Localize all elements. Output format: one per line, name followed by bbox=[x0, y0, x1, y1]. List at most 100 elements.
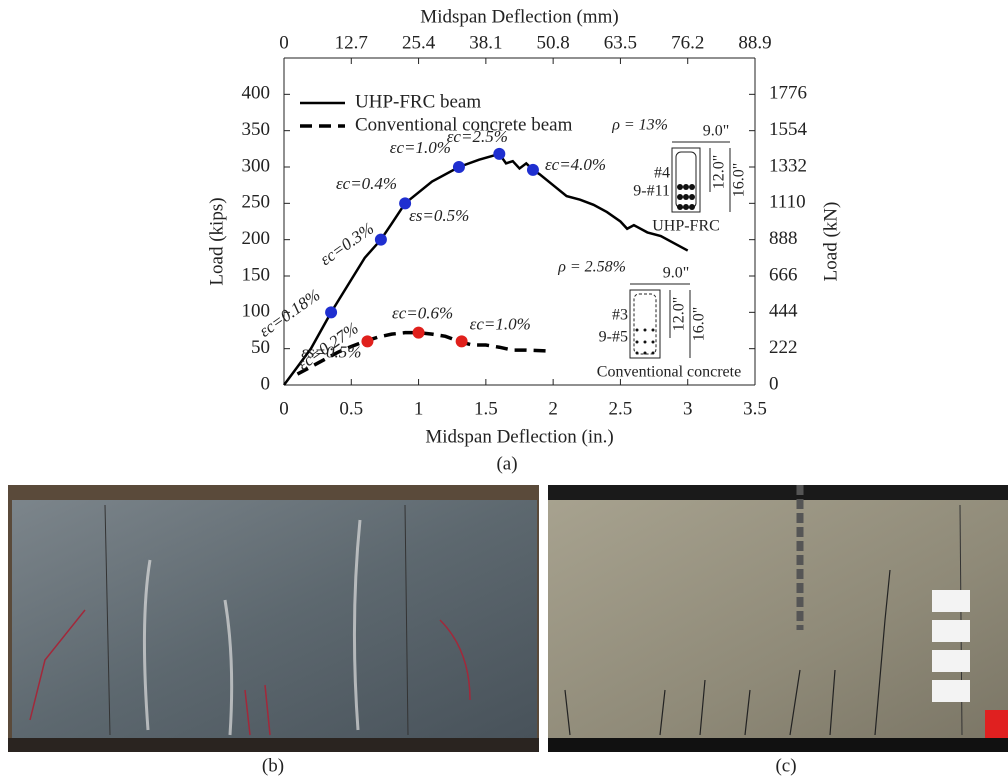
y-tick-label: 350 bbox=[242, 119, 271, 140]
x2-tick-label: 63.5 bbox=[604, 32, 637, 53]
y2-tick-label: 444 bbox=[769, 301, 798, 322]
y2-tick-label: 1776 bbox=[769, 83, 807, 104]
y2-tick-label: 0 bbox=[769, 373, 779, 394]
rebar bbox=[683, 194, 689, 200]
rebar bbox=[651, 340, 655, 344]
rebar bbox=[683, 204, 689, 210]
rebar bbox=[651, 328, 655, 332]
rebar bbox=[689, 194, 695, 200]
rebar bbox=[643, 351, 647, 355]
photo-b bbox=[8, 485, 539, 752]
series-line bbox=[282, 152, 689, 386]
inset-name: Conventional concrete bbox=[597, 364, 741, 381]
y-tick-label: 250 bbox=[242, 192, 271, 213]
x2-tick-label: 0 bbox=[279, 32, 289, 53]
y2-tick-label: 1110 bbox=[769, 192, 806, 213]
rebar bbox=[635, 351, 639, 355]
rebar bbox=[651, 351, 655, 355]
y-tick-label: 100 bbox=[242, 301, 271, 322]
inset-height: 16.0" bbox=[691, 307, 708, 342]
marker bbox=[452, 161, 465, 173]
y-tick-label: 400 bbox=[242, 83, 271, 104]
marker bbox=[399, 197, 412, 210]
annotation: εc=2.5% bbox=[447, 127, 508, 146]
annotation: εc=4.0% bbox=[545, 155, 606, 174]
y2-axis-title: Load (kN) bbox=[820, 202, 841, 282]
x2-tick-label: 12.7 bbox=[335, 32, 368, 53]
inset-stirrup: #4 bbox=[654, 165, 670, 182]
x-tick-label: 2.5 bbox=[609, 398, 633, 419]
x-tick-label: 3.5 bbox=[743, 398, 767, 419]
x2-tick-label: 50.8 bbox=[537, 32, 570, 53]
marker bbox=[361, 335, 374, 348]
x-tick-label: 3 bbox=[683, 398, 693, 419]
inset-depth: 12.0" bbox=[671, 297, 688, 332]
x-axis-title: Midspan Deflection (in.) bbox=[425, 426, 613, 447]
legend-label: UHP-FRC beam bbox=[355, 91, 481, 112]
x2-tick-label: 76.2 bbox=[671, 32, 704, 53]
y2-tick-label: 666 bbox=[769, 264, 798, 285]
inset-ratio: ρ = 13% bbox=[611, 117, 668, 134]
marker bbox=[526, 163, 539, 176]
inset-name: UHP-FRC bbox=[652, 218, 720, 235]
y-tick-label: 200 bbox=[242, 228, 271, 249]
annotation: εc=0.3% bbox=[316, 219, 377, 270]
inset-bars: 9-#5 bbox=[599, 329, 628, 346]
rebar bbox=[677, 194, 683, 200]
y2-tick-label: 1332 bbox=[769, 155, 807, 176]
rebar bbox=[643, 328, 647, 332]
caption: (b) bbox=[262, 755, 284, 776]
annotation: εc=0.6% bbox=[392, 304, 453, 323]
section-outline bbox=[629, 289, 661, 359]
photo-c bbox=[548, 485, 1008, 752]
inset-width: 9.0" bbox=[663, 265, 690, 282]
marker bbox=[412, 326, 425, 339]
rebar bbox=[677, 184, 683, 190]
marker bbox=[374, 233, 387, 246]
inset-width: 9.0" bbox=[703, 123, 730, 140]
y-tick-label: 50 bbox=[251, 337, 270, 358]
rebar bbox=[635, 340, 639, 344]
annotation: εs=0.5% bbox=[301, 342, 361, 361]
marker bbox=[493, 147, 506, 160]
rebar bbox=[689, 184, 695, 190]
inset-height: 16.0" bbox=[731, 163, 748, 198]
rebar bbox=[683, 184, 689, 190]
y2-tick-label: 1554 bbox=[769, 119, 808, 140]
y-tick-label: 300 bbox=[242, 155, 271, 176]
y-tick-label: 0 bbox=[261, 373, 271, 394]
x2-axis-title: Midspan Deflection (mm) bbox=[420, 6, 618, 27]
marker bbox=[455, 335, 468, 348]
x-tick-label: 0 bbox=[279, 398, 289, 419]
legend-label: Conventional concrete beam bbox=[355, 114, 573, 135]
x-tick-label: 1 bbox=[414, 398, 424, 419]
annotation: εc=1.0% bbox=[470, 314, 531, 333]
inset-stirrup: #3 bbox=[612, 307, 628, 324]
y2-tick-label: 888 bbox=[769, 228, 798, 249]
inset-depth: 12.0" bbox=[711, 155, 728, 190]
x-tick-label: 2 bbox=[548, 398, 558, 419]
rebar bbox=[643, 340, 647, 344]
x-tick-label: 0.5 bbox=[339, 398, 363, 419]
caption: (a) bbox=[496, 453, 517, 474]
x-tick-label: 1.5 bbox=[474, 398, 498, 419]
x2-tick-label: 25.4 bbox=[402, 32, 436, 53]
y2-tick-label: 222 bbox=[769, 337, 798, 358]
rebar bbox=[677, 204, 683, 210]
x2-tick-label: 38.1 bbox=[469, 32, 502, 53]
y-axis-title: Load (kips) bbox=[206, 197, 227, 285]
caption: (c) bbox=[775, 755, 796, 776]
inset-ratio: ρ = 2.58% bbox=[557, 259, 626, 276]
rebar bbox=[635, 328, 639, 332]
annotation: εs=0.5% bbox=[409, 206, 469, 225]
section-outline bbox=[671, 147, 701, 213]
rebar bbox=[689, 204, 695, 210]
inset-bars: 9-#11 bbox=[633, 183, 670, 200]
series-line bbox=[296, 330, 547, 376]
marker bbox=[325, 306, 338, 319]
annotation: εc=0.4% bbox=[336, 174, 397, 193]
x2-tick-label: 88.9 bbox=[738, 32, 771, 53]
y-tick-label: 150 bbox=[242, 264, 271, 285]
annotation: εc=1.0% bbox=[390, 138, 451, 157]
